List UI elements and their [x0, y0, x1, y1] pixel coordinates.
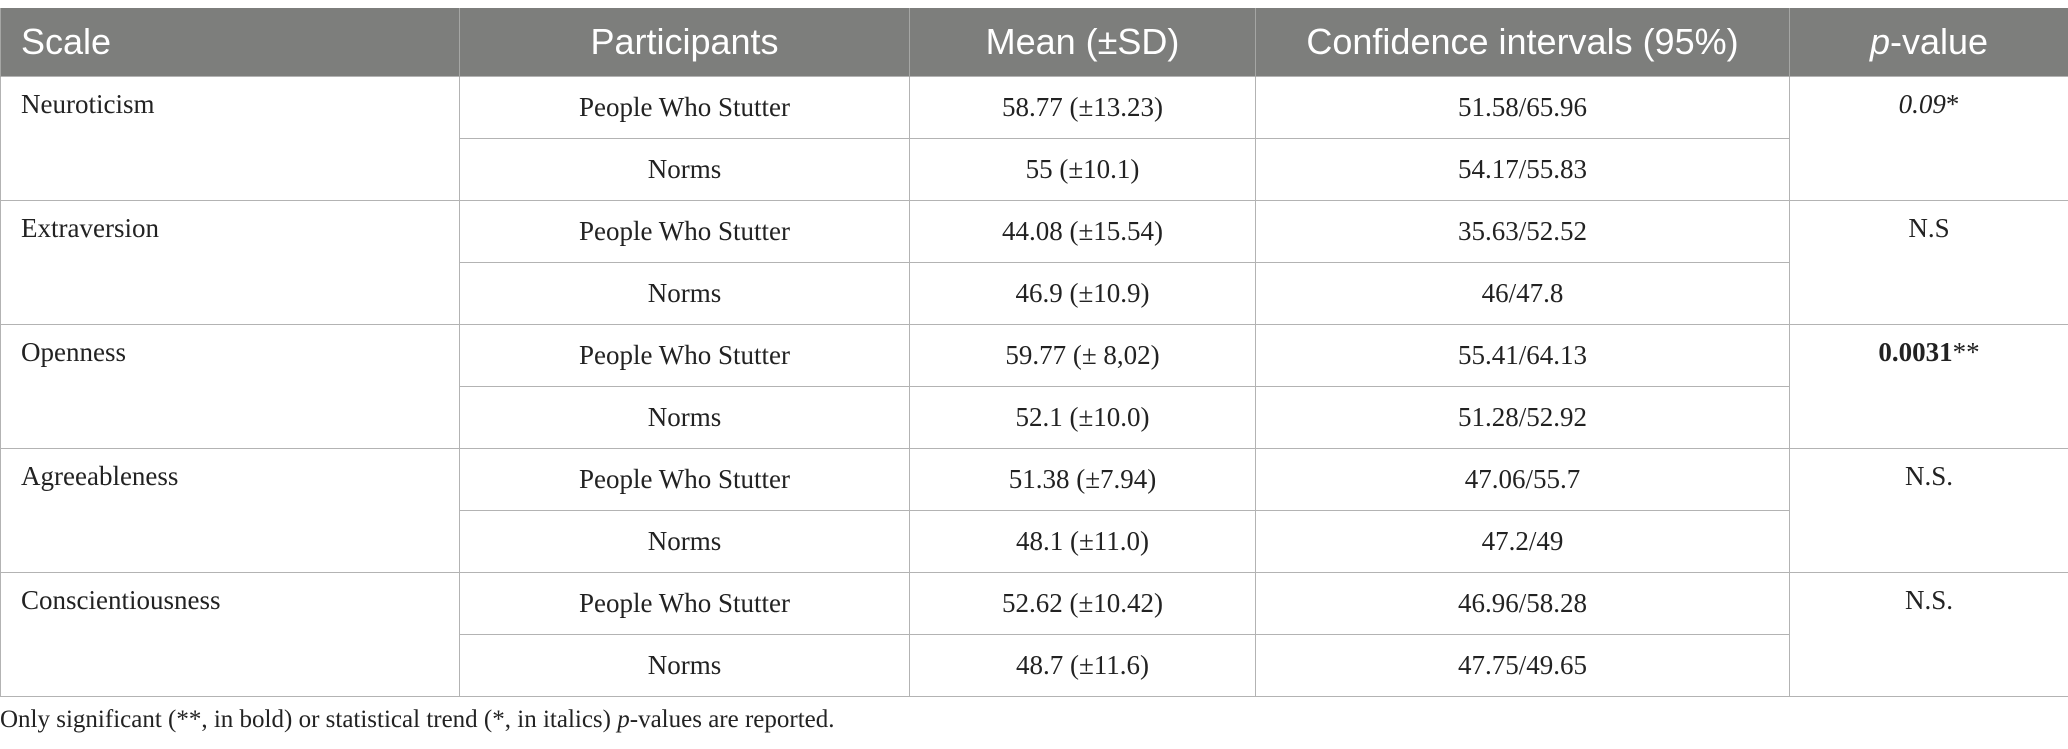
mean-sd-cell: 48.1 (±11.0) — [909, 510, 1256, 573]
mean-sd-cell: 59.77 (± 8,02) — [909, 324, 1256, 387]
mean-sd-cell: 52.62 (±10.42) — [909, 572, 1256, 635]
participants-cell: Norms — [459, 138, 910, 201]
participants-cell: Norms — [459, 510, 910, 573]
confidence-interval-cell: 55.41/64.13 — [1255, 324, 1790, 387]
significance-marker: * — [1945, 89, 1960, 119]
p-value-number: N.S — [1908, 213, 1950, 243]
participants-cell: People Who Stutter — [459, 76, 910, 139]
mean-sd-cell: 48.7 (±11.6) — [909, 634, 1256, 697]
scale-name-cell: Conscientiousness — [0, 572, 460, 697]
participants-cell: People Who Stutter — [459, 200, 910, 263]
p-value-cell: 0.0031** — [1789, 324, 2068, 449]
p-value-cell: N.S — [1789, 200, 2068, 325]
table-row: Openness People Who Stutter 59.77 (± 8,02)… — [0, 324, 2068, 449]
p-value-cell: 0.09* — [1789, 76, 2068, 201]
table-body: Neuroticism People Who Stutter 58.77 (±13.… — [0, 76, 2068, 697]
participants-cell: People Who Stutter — [459, 572, 910, 635]
p-value-cell: N.S. — [1789, 572, 2068, 697]
mean-sd-cell: 46.9 (±10.9) — [909, 262, 1256, 325]
mean-sd-cell: 51.38 (±7.94) — [909, 448, 1256, 511]
confidence-interval-cell: 35.63/52.52 — [1255, 200, 1790, 263]
participants-cell: Norms — [459, 262, 910, 325]
p-value-number: 0.09 — [1898, 89, 1946, 119]
confidence-interval-cell: 47.06/55.7 — [1255, 448, 1790, 511]
table-row: Norms 55 (±10.1) 54.17/55.83 — [1, 138, 2068, 201]
p-value-number: 0.0031 — [1878, 337, 1953, 367]
mean-sd-cell: 55 (±10.1) — [909, 138, 1256, 201]
table-row: Agreeableness People Who Stutter 51.38 (±7… — [0, 448, 2068, 573]
table-row: Extraversion People Who Stutter 44.08 (±15… — [0, 200, 2068, 325]
header-p-suffix: -value — [1889, 21, 1989, 62]
participants-cell: People Who Stutter — [459, 448, 910, 511]
table-row: Norms 48.7 (±11.6) 47.75/49.65 — [1, 634, 2068, 697]
participants-cell: Norms — [459, 634, 910, 697]
p-value-cell: N.S. — [1789, 448, 2068, 573]
confidence-interval-cell: 46/47.8 — [1255, 262, 1790, 325]
table-row: Neuroticism People Who Stutter 58.77 (±13.… — [0, 76, 2068, 201]
table-header: Scale Participants Mean (±SD) Confidence… — [0, 8, 2068, 77]
confidence-interval-cell: 47.75/49.65 — [1255, 634, 1790, 697]
table-row: Conscientiousness People Who Stutter 52.62… — [0, 572, 2068, 697]
personality-scales-table: Scale Participants Mean (±SD) Confidence… — [0, 8, 2068, 697]
footnote-text-start: Only significant (**, in bold) or statis… — [0, 706, 618, 733]
participants-cell: People Who Stutter — [459, 324, 910, 387]
header-p-letter: p — [1869, 21, 1890, 62]
mean-sd-cell: 52.1 (±10.0) — [909, 386, 1256, 449]
scale-name-cell: Neuroticism — [0, 76, 460, 201]
header-row: Scale Participants Mean (±SD) Confidence… — [0, 8, 2068, 77]
p-value-number: N.S. — [1904, 585, 1953, 615]
results-table-container: Scale Participants Mean (±SD) Confidence… — [0, 8, 2068, 697]
p-value-number: N.S. — [1904, 461, 1953, 491]
header-participants: Participants — [459, 8, 910, 77]
header-mean: Mean (±SD) — [909, 8, 1256, 77]
scale-name-cell: Extraversion — [0, 200, 460, 325]
confidence-interval-cell: 46.96/58.28 — [1255, 572, 1790, 635]
confidence-interval-cell: 51.58/65.96 — [1255, 76, 1790, 139]
confidence-interval-cell: 54.17/55.83 — [1255, 138, 1790, 201]
participants-cell: Norms — [459, 386, 910, 449]
mean-sd-cell: 58.77 (±13.23) — [909, 76, 1256, 139]
confidence-interval-cell: 51.28/52.92 — [1255, 386, 1790, 449]
header-scale: Scale — [0, 8, 460, 77]
table-row: Norms 48.1 (±11.0) 47.2/49 — [1, 510, 2068, 573]
significance-marker: ** — [1952, 337, 1980, 367]
table-footnote: Only significant (**, in bold) or statis… — [0, 706, 835, 734]
footnote-text-end: -values are reported. — [629, 706, 835, 733]
confidence-interval-cell: 47.2/49 — [1255, 510, 1790, 573]
footnote-p-letter: p — [617, 706, 630, 733]
scale-name-cell: Agreeableness — [0, 448, 460, 573]
mean-sd-cell: 44.08 (±15.54) — [909, 200, 1256, 263]
header-p-value: p-value — [1789, 8, 2068, 77]
scale-name-cell: Openness — [0, 324, 460, 449]
header-confidence-intervals: Confidence intervals (95%) — [1255, 8, 1790, 77]
